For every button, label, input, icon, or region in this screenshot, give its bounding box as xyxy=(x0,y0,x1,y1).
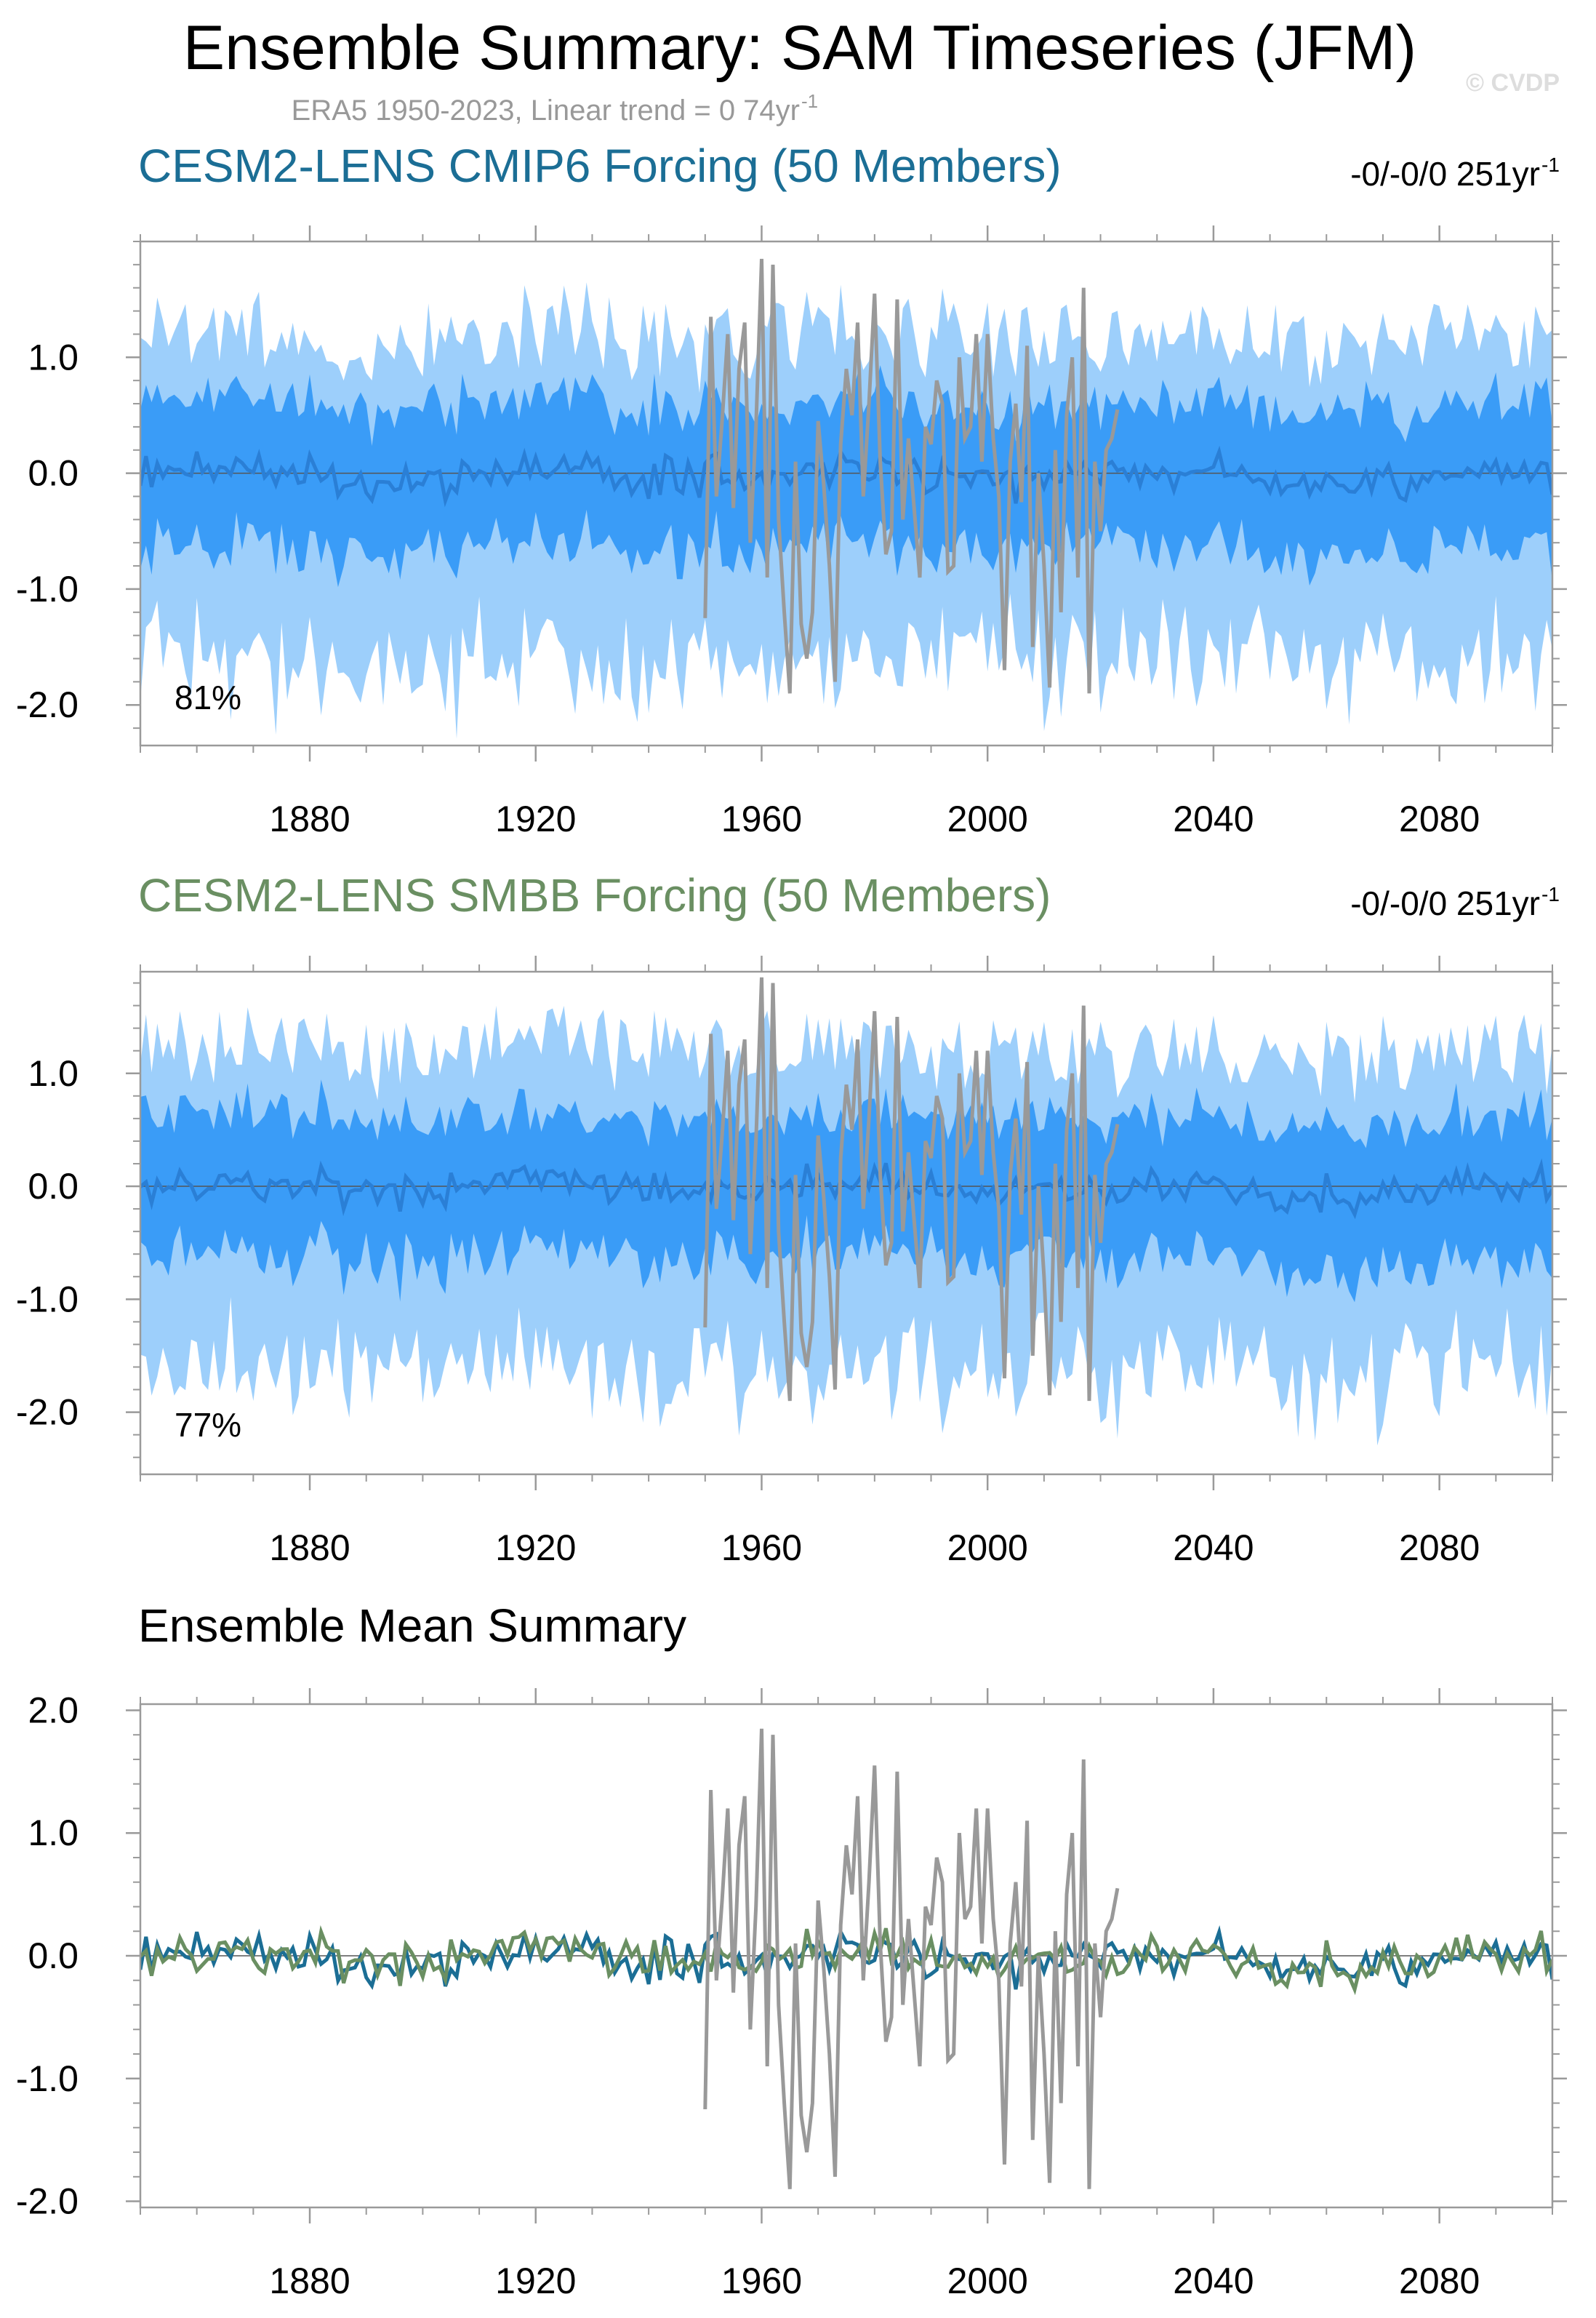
interquartile-band xyxy=(140,365,1552,588)
x-tick-label: 2000 xyxy=(947,2261,1028,2301)
plot-frame xyxy=(139,970,1554,1476)
x-tick-label: 1880 xyxy=(269,1527,350,1568)
x-tick-label: 1920 xyxy=(495,1527,576,1568)
x-tick-label: 1920 xyxy=(495,2261,576,2301)
panel-title: CESM2-LENS CMIP6 Forcing (50 Members) xyxy=(138,140,1062,192)
x-tick-label: 1880 xyxy=(269,2261,350,2301)
x-tick-label: 2040 xyxy=(1173,2261,1254,2301)
panel-title: CESM2-LENS SMBB Forcing (50 Members) xyxy=(138,869,1051,922)
ensemble-mean-line xyxy=(140,445,1552,508)
x-tick-label: 1960 xyxy=(721,2261,802,2301)
y-tick-label: 2.0 xyxy=(28,1690,79,1730)
percent-label: 81% xyxy=(175,679,241,716)
x-tick-label: 1920 xyxy=(495,799,576,839)
cmip6-panel: CESM2-LENS CMIP6 Forcing (50 Members) -0/… xyxy=(16,140,1567,839)
y-tick-label: 0.0 xyxy=(28,1935,79,1976)
y-tick-label: -1.0 xyxy=(16,2058,79,2099)
x-tick-label: 2000 xyxy=(947,1527,1028,1568)
y-tick-label: 1.0 xyxy=(28,1053,79,1094)
smbb-mean-line xyxy=(140,1925,1552,1996)
obs-trend-subtitle: ERA5 1950-2023, Linear trend = 0 74yr xyxy=(292,95,800,127)
era5-obs-line xyxy=(703,258,1120,694)
x-tick-label: 2040 xyxy=(1173,1527,1254,1568)
smbb-panel: CESM2-LENS SMBB Forcing (50 Members) -0/-… xyxy=(16,869,1567,1568)
x-tick-label: 1880 xyxy=(269,799,350,839)
era5-obs-line xyxy=(703,1728,1120,2189)
x-tick-label: 2080 xyxy=(1399,1527,1480,1568)
trend-label: -0/-0/0 251yr xyxy=(1350,884,1540,922)
x-tick-label: 2080 xyxy=(1399,2261,1480,2301)
interquartile-band xyxy=(140,1079,1552,1303)
plot-frame xyxy=(139,240,1554,747)
y-tick-label: -2.0 xyxy=(16,684,79,725)
x-tick-label: 2080 xyxy=(1399,799,1480,839)
y-tick-label: 1.0 xyxy=(28,1813,79,1853)
y-tick-label: 0.0 xyxy=(28,453,79,494)
y-tick-label: 0.0 xyxy=(28,1166,79,1207)
y-tick-label: -2.0 xyxy=(16,2181,79,2222)
y-tick-label: -1.0 xyxy=(16,569,79,610)
plot-area xyxy=(140,1728,1552,2189)
ensemble-mean-panel: Ensemble Mean Summary 2.0 1.0 0.0 -1.0 -2.0 18… xyxy=(16,1599,1567,2301)
x-tick-label: 1960 xyxy=(721,1527,802,1568)
trend-label-sup: -1 xyxy=(1541,883,1560,906)
plot-area xyxy=(140,977,1552,1446)
x-tick-label: 2040 xyxy=(1173,799,1254,839)
percent-label: 77% xyxy=(175,1406,241,1444)
x-tick-label: 2000 xyxy=(947,799,1028,839)
trend-label-sup: -1 xyxy=(1541,153,1560,176)
y-tick-label: -2.0 xyxy=(16,1392,79,1433)
figure-title: Ensemble Summary: SAM Timeseries (JFM) xyxy=(183,13,1416,83)
y-tick-label: -1.0 xyxy=(16,1279,79,1319)
obs-trend-subtitle-sup: -1 xyxy=(801,90,818,112)
x-tick-label: 1960 xyxy=(721,799,802,839)
panel-title: Ensemble Mean Summary xyxy=(138,1599,686,1652)
trend-label: -0/-0/0 251yr xyxy=(1350,155,1540,193)
era5-obs-line xyxy=(703,977,1120,1402)
plot-area xyxy=(140,258,1552,739)
copyright-label: © CVDP xyxy=(1466,69,1560,97)
ensemble-mean-line xyxy=(140,1158,1552,1220)
y-tick-label: 1.0 xyxy=(28,337,79,377)
